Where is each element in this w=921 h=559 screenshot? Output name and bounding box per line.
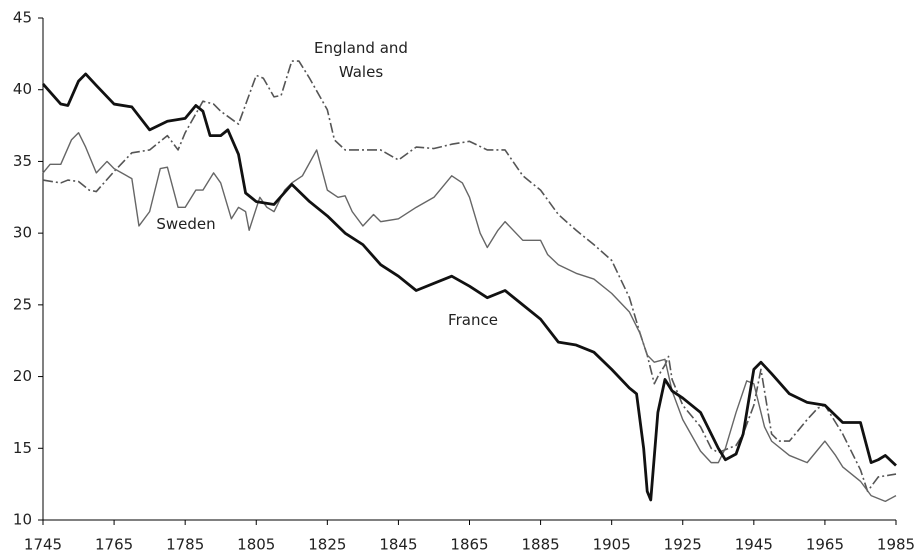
series-label: France: [448, 311, 498, 329]
x-tick-label: 1805: [237, 536, 275, 554]
x-tick-label: 1785: [166, 536, 204, 554]
x-tick-label: 1825: [308, 536, 346, 554]
x-tick-label: 1905: [593, 536, 631, 554]
y-tick-label: 40: [13, 80, 32, 98]
series-line: [42, 60, 897, 493]
y-tick-label: 35: [13, 152, 32, 170]
series-label: Sweden: [156, 215, 216, 233]
x-tick-label: 1745: [24, 536, 62, 554]
x-tick-label: 1885: [521, 536, 559, 554]
series-label: England and Wales: [314, 39, 408, 81]
x-tick-label: 1985: [877, 536, 915, 554]
x-tick-label: 1865: [450, 536, 488, 554]
y-tick-label: 20: [13, 367, 32, 385]
y-tick-label: 30: [13, 224, 32, 242]
x-tick-label: 1945: [735, 536, 773, 554]
x-tick-label: 1925: [664, 536, 702, 554]
y-tick-label: 45: [13, 9, 32, 27]
x-tick-label: 1965: [806, 536, 844, 554]
series-line: [41, 72, 897, 502]
x-tick-label: 1845: [379, 536, 417, 554]
y-tick-label: 15: [13, 439, 32, 457]
series-line: [42, 132, 897, 503]
y-tick-label: 10: [13, 511, 32, 529]
y-tick-label: 25: [13, 295, 32, 313]
x-tick-label: 1765: [95, 536, 133, 554]
